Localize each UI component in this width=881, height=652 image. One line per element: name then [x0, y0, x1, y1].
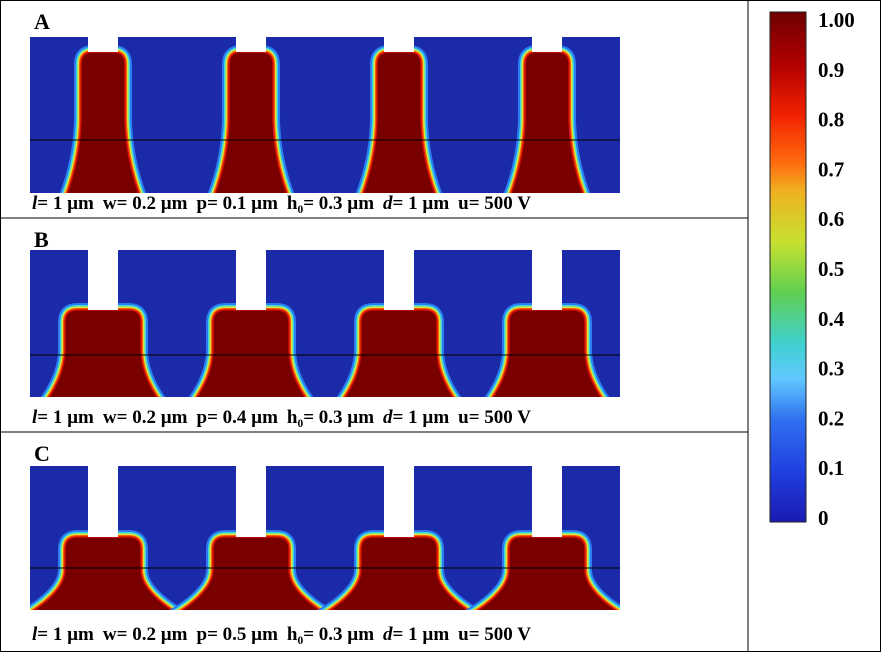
electrode: [532, 465, 562, 537]
electrode: [384, 249, 414, 310]
caption-symbol: h₀: [287, 193, 304, 214]
caption-value: = 1 µm: [37, 624, 94, 645]
colorbar-tick-label: 0.6: [818, 207, 844, 231]
caption-value: = 0.5 µm: [207, 624, 278, 645]
caption-symbol: p: [196, 407, 207, 428]
colorbar-tick-label: 0.9: [818, 58, 844, 82]
caption-value: = 0.3 µm: [303, 193, 374, 214]
caption-symbol: d: [383, 193, 393, 214]
caption-value: = 1 µm: [393, 407, 450, 428]
caption-value: = 1 µm: [37, 193, 94, 214]
caption-value: = 1 µm: [37, 407, 94, 428]
panel-label: A: [34, 9, 50, 34]
field-region: [33, 536, 173, 610]
electrode: [384, 465, 414, 537]
caption-symbol: d: [383, 407, 393, 428]
simulation-field: [30, 250, 620, 397]
electrode: [532, 36, 562, 52]
caption-symbol: h₀: [287, 407, 304, 428]
caption-symbol: l: [32, 407, 38, 428]
caption-value: = 0.2 µm: [117, 407, 188, 428]
caption-symbol: u: [458, 193, 469, 214]
colorbar: [769, 11, 807, 523]
colorbar-tick-label: 0: [818, 506, 829, 530]
electrode: [236, 249, 266, 310]
caption-symbol: u: [458, 624, 469, 645]
electrode: [384, 36, 414, 52]
colorbar-tick-label: 1.00: [818, 8, 855, 32]
caption: l= 1 µm w= 0.2 µm p= 0.5 µm h₀= 0.3 µm d= 1 …: [32, 624, 531, 645]
caption-symbol: l: [32, 193, 38, 214]
field-region: [344, 309, 454, 397]
simulation-field: [30, 466, 620, 610]
simulation-field: [30, 37, 620, 193]
caption-value: = 500 V: [469, 407, 531, 428]
electrode: [532, 249, 562, 310]
colorbar-tick-label: 0.4: [818, 307, 845, 331]
caption-value: = 1 µm: [393, 193, 450, 214]
colorbar-tick-label: 0.1: [818, 456, 844, 480]
caption-value: = 0.3 µm: [303, 624, 374, 645]
field-region: [48, 309, 158, 397]
field-region: [492, 309, 602, 397]
field-region: [181, 536, 321, 610]
caption-value: = 0.2 µm: [117, 193, 188, 214]
caption-value: = 500 V: [469, 193, 531, 214]
electrode: [88, 249, 118, 310]
caption: l= 1 µm w= 0.2 µm p= 0.1 µm h₀= 0.3 µm d= 1 …: [32, 193, 531, 214]
caption-value: = 500 V: [469, 624, 531, 645]
colorbar-tick-label: 0.8: [818, 108, 844, 132]
electrode: [88, 465, 118, 537]
caption-value: = 1 µm: [393, 624, 450, 645]
colorbar-tick-label: 0.7: [818, 157, 844, 181]
caption-value: = 0.3 µm: [303, 407, 374, 428]
electrode: [88, 36, 118, 52]
caption-symbol: p: [196, 193, 207, 214]
caption-symbol: p: [196, 624, 207, 645]
caption-symbol: l: [32, 624, 38, 645]
electrode: [236, 36, 266, 52]
panel-label: B: [34, 227, 49, 252]
caption-value: = 0.4 µm: [207, 407, 278, 428]
panel-label: C: [34, 441, 50, 466]
colorbar-tick-label: 0.3: [818, 357, 844, 381]
caption-value: = 0.1 µm: [207, 193, 278, 214]
field-region: [477, 536, 617, 610]
caption-symbol: u: [458, 407, 469, 428]
caption-symbol: w: [103, 624, 117, 645]
field-region: [329, 536, 469, 610]
colorbar-tick-label: 0.2: [818, 406, 844, 430]
caption-symbol: w: [103, 193, 117, 214]
caption-symbol: w: [103, 407, 117, 428]
electrode: [236, 465, 266, 537]
caption-symbol: h₀: [287, 624, 304, 645]
caption: l= 1 µm w= 0.2 µm p= 0.4 µm h₀= 0.3 µm d= 1 …: [32, 407, 531, 428]
caption-symbol: d: [383, 624, 393, 645]
field-region: [196, 309, 306, 397]
caption-value: = 0.2 µm: [117, 624, 188, 645]
colorbar-tick-label: 0.5: [818, 257, 844, 281]
